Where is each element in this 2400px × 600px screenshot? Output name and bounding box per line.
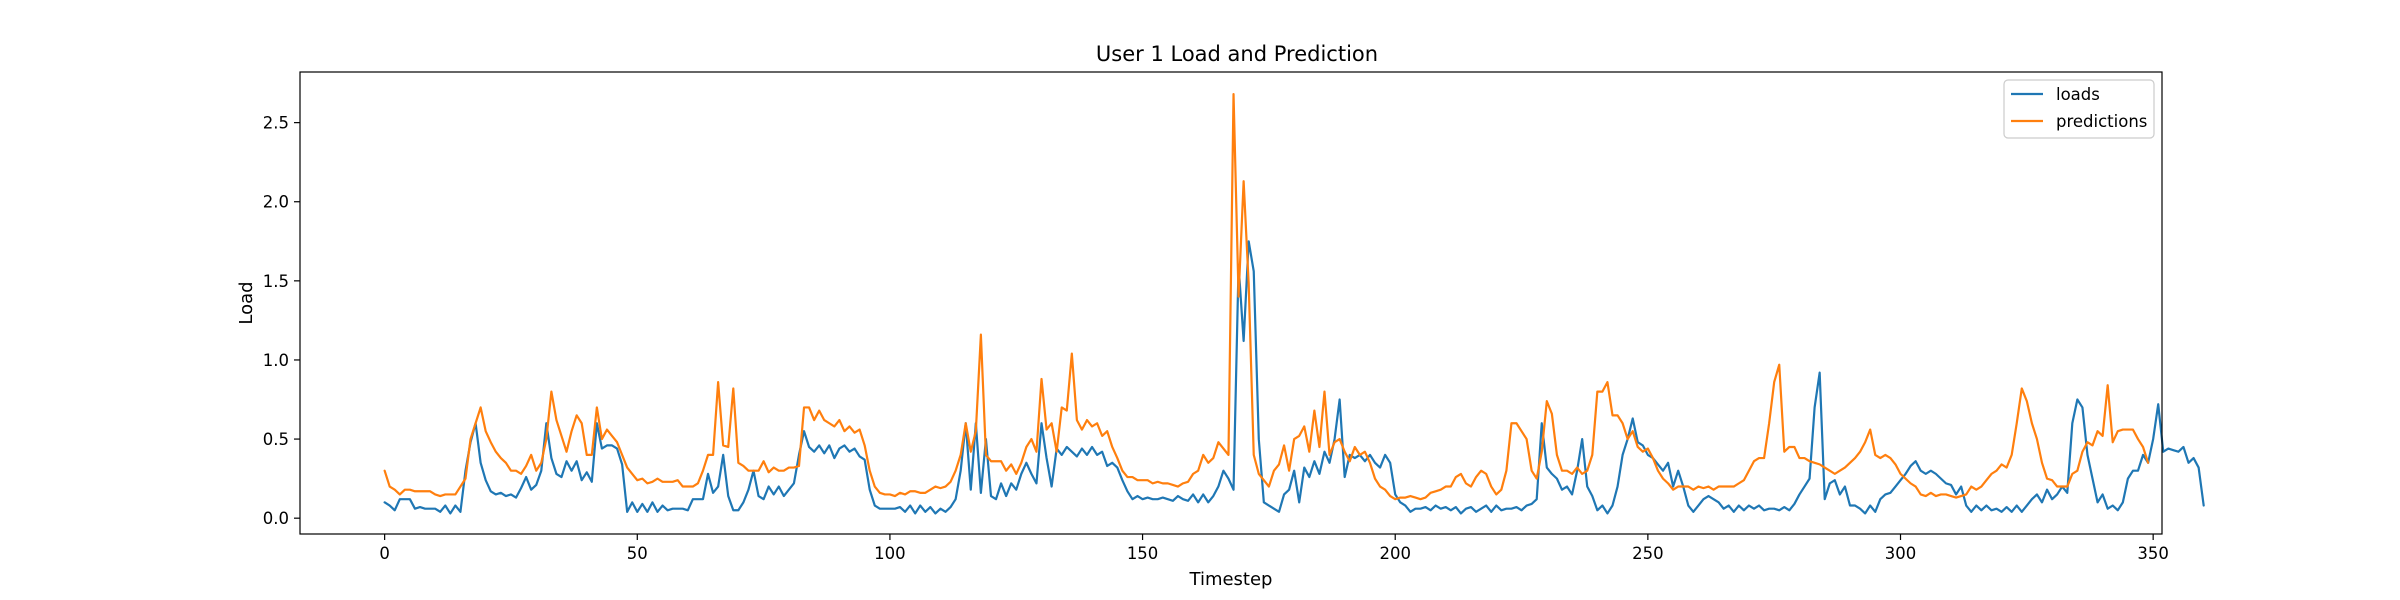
series-line-predictions <box>383 93 2150 501</box>
y-tick-label: 1.0 <box>263 351 289 370</box>
y-ticks: 0.0 0.5 1.0 1.5 2.0 2.5 <box>263 114 300 528</box>
legend-label-loads: loads <box>2056 85 2100 104</box>
x-tick-label: 200 <box>1379 544 1411 563</box>
x-tick-label: 350 <box>2137 544 2169 563</box>
chart-title: User 1 Load and Prediction <box>1096 42 1378 66</box>
x-tick-label: 50 <box>627 544 648 563</box>
y-tick-label: 0.0 <box>263 509 289 528</box>
legend: loads predictions <box>2003 79 2155 139</box>
series-line-loads <box>383 240 2205 515</box>
x-ticks: 0 50 100 150 200 250 300 350 <box>379 534 2169 563</box>
y-tick-label: 1.5 <box>263 272 289 291</box>
y-tick-label: 0.5 <box>263 430 289 449</box>
x-tick-label: 100 <box>874 544 906 563</box>
plot-area: 0.0 0.5 1.0 1.5 2.0 2.5 0 50 100 150 200 250 300 350 <box>263 71 2205 563</box>
x-tick-label: 0 <box>379 544 390 563</box>
axes-frame <box>299 71 2163 535</box>
y-tick-label: 2.0 <box>263 193 289 212</box>
x-axis-label: Timestep <box>1189 569 1273 590</box>
y-axis-label: Load <box>236 281 257 324</box>
legend-label-predictions: predictions <box>2056 112 2147 131</box>
series-layer <box>383 93 2205 515</box>
x-tick-label: 300 <box>1885 544 1917 563</box>
y-tick-label: 2.5 <box>263 114 289 133</box>
x-tick-label: 150 <box>1127 544 1159 563</box>
x-tick-label: 250 <box>1632 544 1664 563</box>
